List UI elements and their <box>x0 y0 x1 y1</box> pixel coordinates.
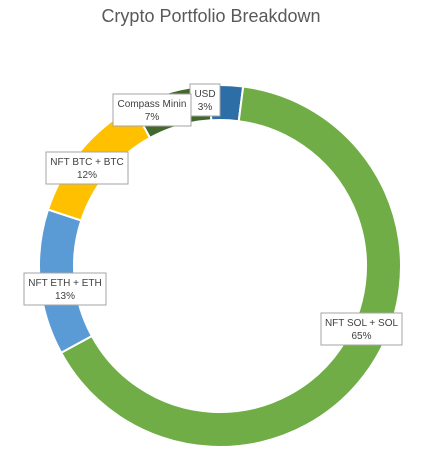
slice-nft-sol-sol <box>59 85 402 448</box>
data-label-percent: 12% <box>77 170 97 181</box>
data-label-nft-sol-sol: NFT SOL + SOL 65% <box>320 312 403 346</box>
data-label-name: NFT BTC + BTC <box>50 157 123 168</box>
data-label-percent: 3% <box>198 102 213 113</box>
data-label-usd: USD 3% <box>189 83 221 117</box>
data-label-name: NFT SOL + SOL <box>325 318 399 329</box>
donut-slices <box>38 84 402 448</box>
data-label-percent: 13% <box>55 291 75 302</box>
data-label-name: NFT ETH + ETH <box>28 278 101 289</box>
data-label-name: Compass Minin <box>118 99 187 110</box>
data-label-name: USD <box>194 89 215 100</box>
data-label-compass-mining: Compass Minin 7% <box>112 93 192 127</box>
data-label-percent: 7% <box>145 112 160 123</box>
chart-title: Crypto Portfolio Breakdown <box>101 6 321 26</box>
data-label-nft-eth-eth: NFT ETH + ETH 13% <box>23 272 107 306</box>
data-label-percent: 65% <box>351 331 371 342</box>
data-label-nft-btc-btc: NFT BTC + BTC 12% <box>45 151 129 185</box>
